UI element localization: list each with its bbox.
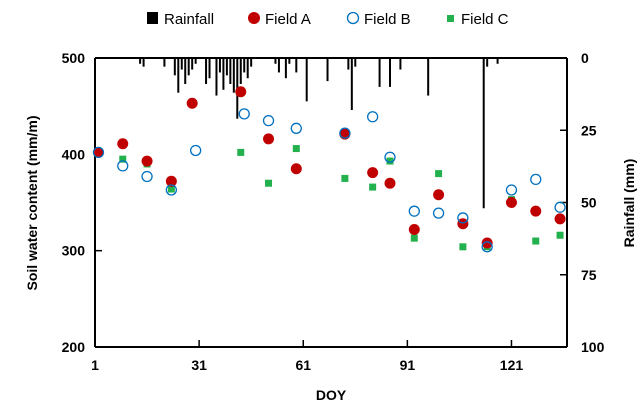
field-a-point <box>530 205 542 217</box>
field-a-point <box>117 138 129 150</box>
field-b-point <box>384 151 396 163</box>
legend-swatch-field-a <box>248 12 260 24</box>
field-c-point <box>410 234 418 242</box>
field-b-point <box>165 184 178 196</box>
field-c-point <box>167 185 175 193</box>
y2-tick-label: 0 <box>581 50 589 66</box>
x-tick-label: 31 <box>191 357 207 373</box>
series-field-c <box>94 145 564 251</box>
y2-tick-label: 75 <box>581 267 597 283</box>
legend-label-field-c: Field C <box>461 11 509 28</box>
legend-swatch-rainfall <box>147 12 158 24</box>
field-a-point <box>367 167 379 179</box>
field-b-point <box>505 184 518 196</box>
field-c-point <box>532 237 540 245</box>
field-a-point <box>235 86 247 98</box>
legend-label-rainfall: Rainfall <box>164 11 214 28</box>
x-tick-label: 61 <box>295 357 311 373</box>
field-b-point <box>408 205 420 217</box>
field-c-point <box>265 179 273 187</box>
field-c-point <box>435 170 443 178</box>
field-b-point <box>290 122 302 134</box>
y-axis-title: Soil water content (mm/m) <box>24 115 40 290</box>
field-c-point <box>292 145 300 153</box>
y-ticks: 200 300 400 500 <box>62 50 102 355</box>
x-axis-title: DOY <box>316 387 347 403</box>
field-a-point <box>505 197 517 208</box>
field-b-point <box>92 146 105 159</box>
field-a-point <box>290 163 302 175</box>
x-tick-label: 91 <box>400 357 416 373</box>
y-tick-label: 500 <box>62 50 86 66</box>
series-field-b <box>92 108 566 253</box>
x-tick-label: 1 <box>91 357 99 373</box>
x-ticks: 1 31 61 91 121 <box>91 340 523 373</box>
field-a-point <box>165 175 177 187</box>
field-c-point <box>459 243 467 251</box>
field-a-point <box>481 237 493 249</box>
field-c-point <box>386 157 394 165</box>
field-b-point <box>366 111 379 123</box>
field-b-point <box>238 108 250 120</box>
field-b-point <box>189 144 202 157</box>
field-c-point <box>119 155 127 163</box>
field-c-point <box>341 174 349 182</box>
field-c-point <box>556 231 564 239</box>
legend-label-field-b: Field B <box>364 11 411 28</box>
field-c-point <box>369 183 377 191</box>
field-a-point <box>186 97 198 109</box>
rainfall-bars <box>139 58 568 209</box>
field-a-point <box>433 189 445 201</box>
field-c-point <box>237 148 245 156</box>
y2-axis-title: Rainfall (mm) <box>621 159 637 248</box>
field-b-point <box>457 212 469 224</box>
field-b-point <box>481 241 493 253</box>
series-field-a <box>92 86 566 249</box>
x-tick-label: 121 <box>500 357 524 373</box>
field-a-point <box>384 177 396 189</box>
field-b-point <box>554 201 566 213</box>
field-a-point <box>457 218 469 230</box>
field-b-point <box>530 173 542 186</box>
y2-tick-label: 25 <box>581 122 597 138</box>
field-a-point <box>263 133 275 145</box>
legend-swatch-field-b <box>346 11 360 25</box>
legend: Rainfall Field A Field B Field C <box>147 11 509 28</box>
field-b-point <box>262 114 275 127</box>
field-b-point <box>432 207 445 219</box>
y-tick-label: 300 <box>62 243 86 259</box>
legend-label-field-a: Field A <box>265 11 311 28</box>
field-b-point <box>117 160 129 172</box>
field-a-point <box>408 223 420 235</box>
y2-tick-label: 50 <box>581 195 597 211</box>
y-tick-label: 400 <box>62 146 86 162</box>
field-a-point <box>554 213 566 225</box>
axes <box>94 57 568 348</box>
y2-tick-label: 100 <box>581 339 605 355</box>
field-a-point <box>92 146 104 158</box>
field-b-point <box>141 170 153 183</box>
field-a-point <box>141 155 153 167</box>
field-b-point <box>339 127 351 139</box>
legend-swatch-field-c <box>447 15 454 22</box>
y-tick-label: 200 <box>62 339 86 355</box>
